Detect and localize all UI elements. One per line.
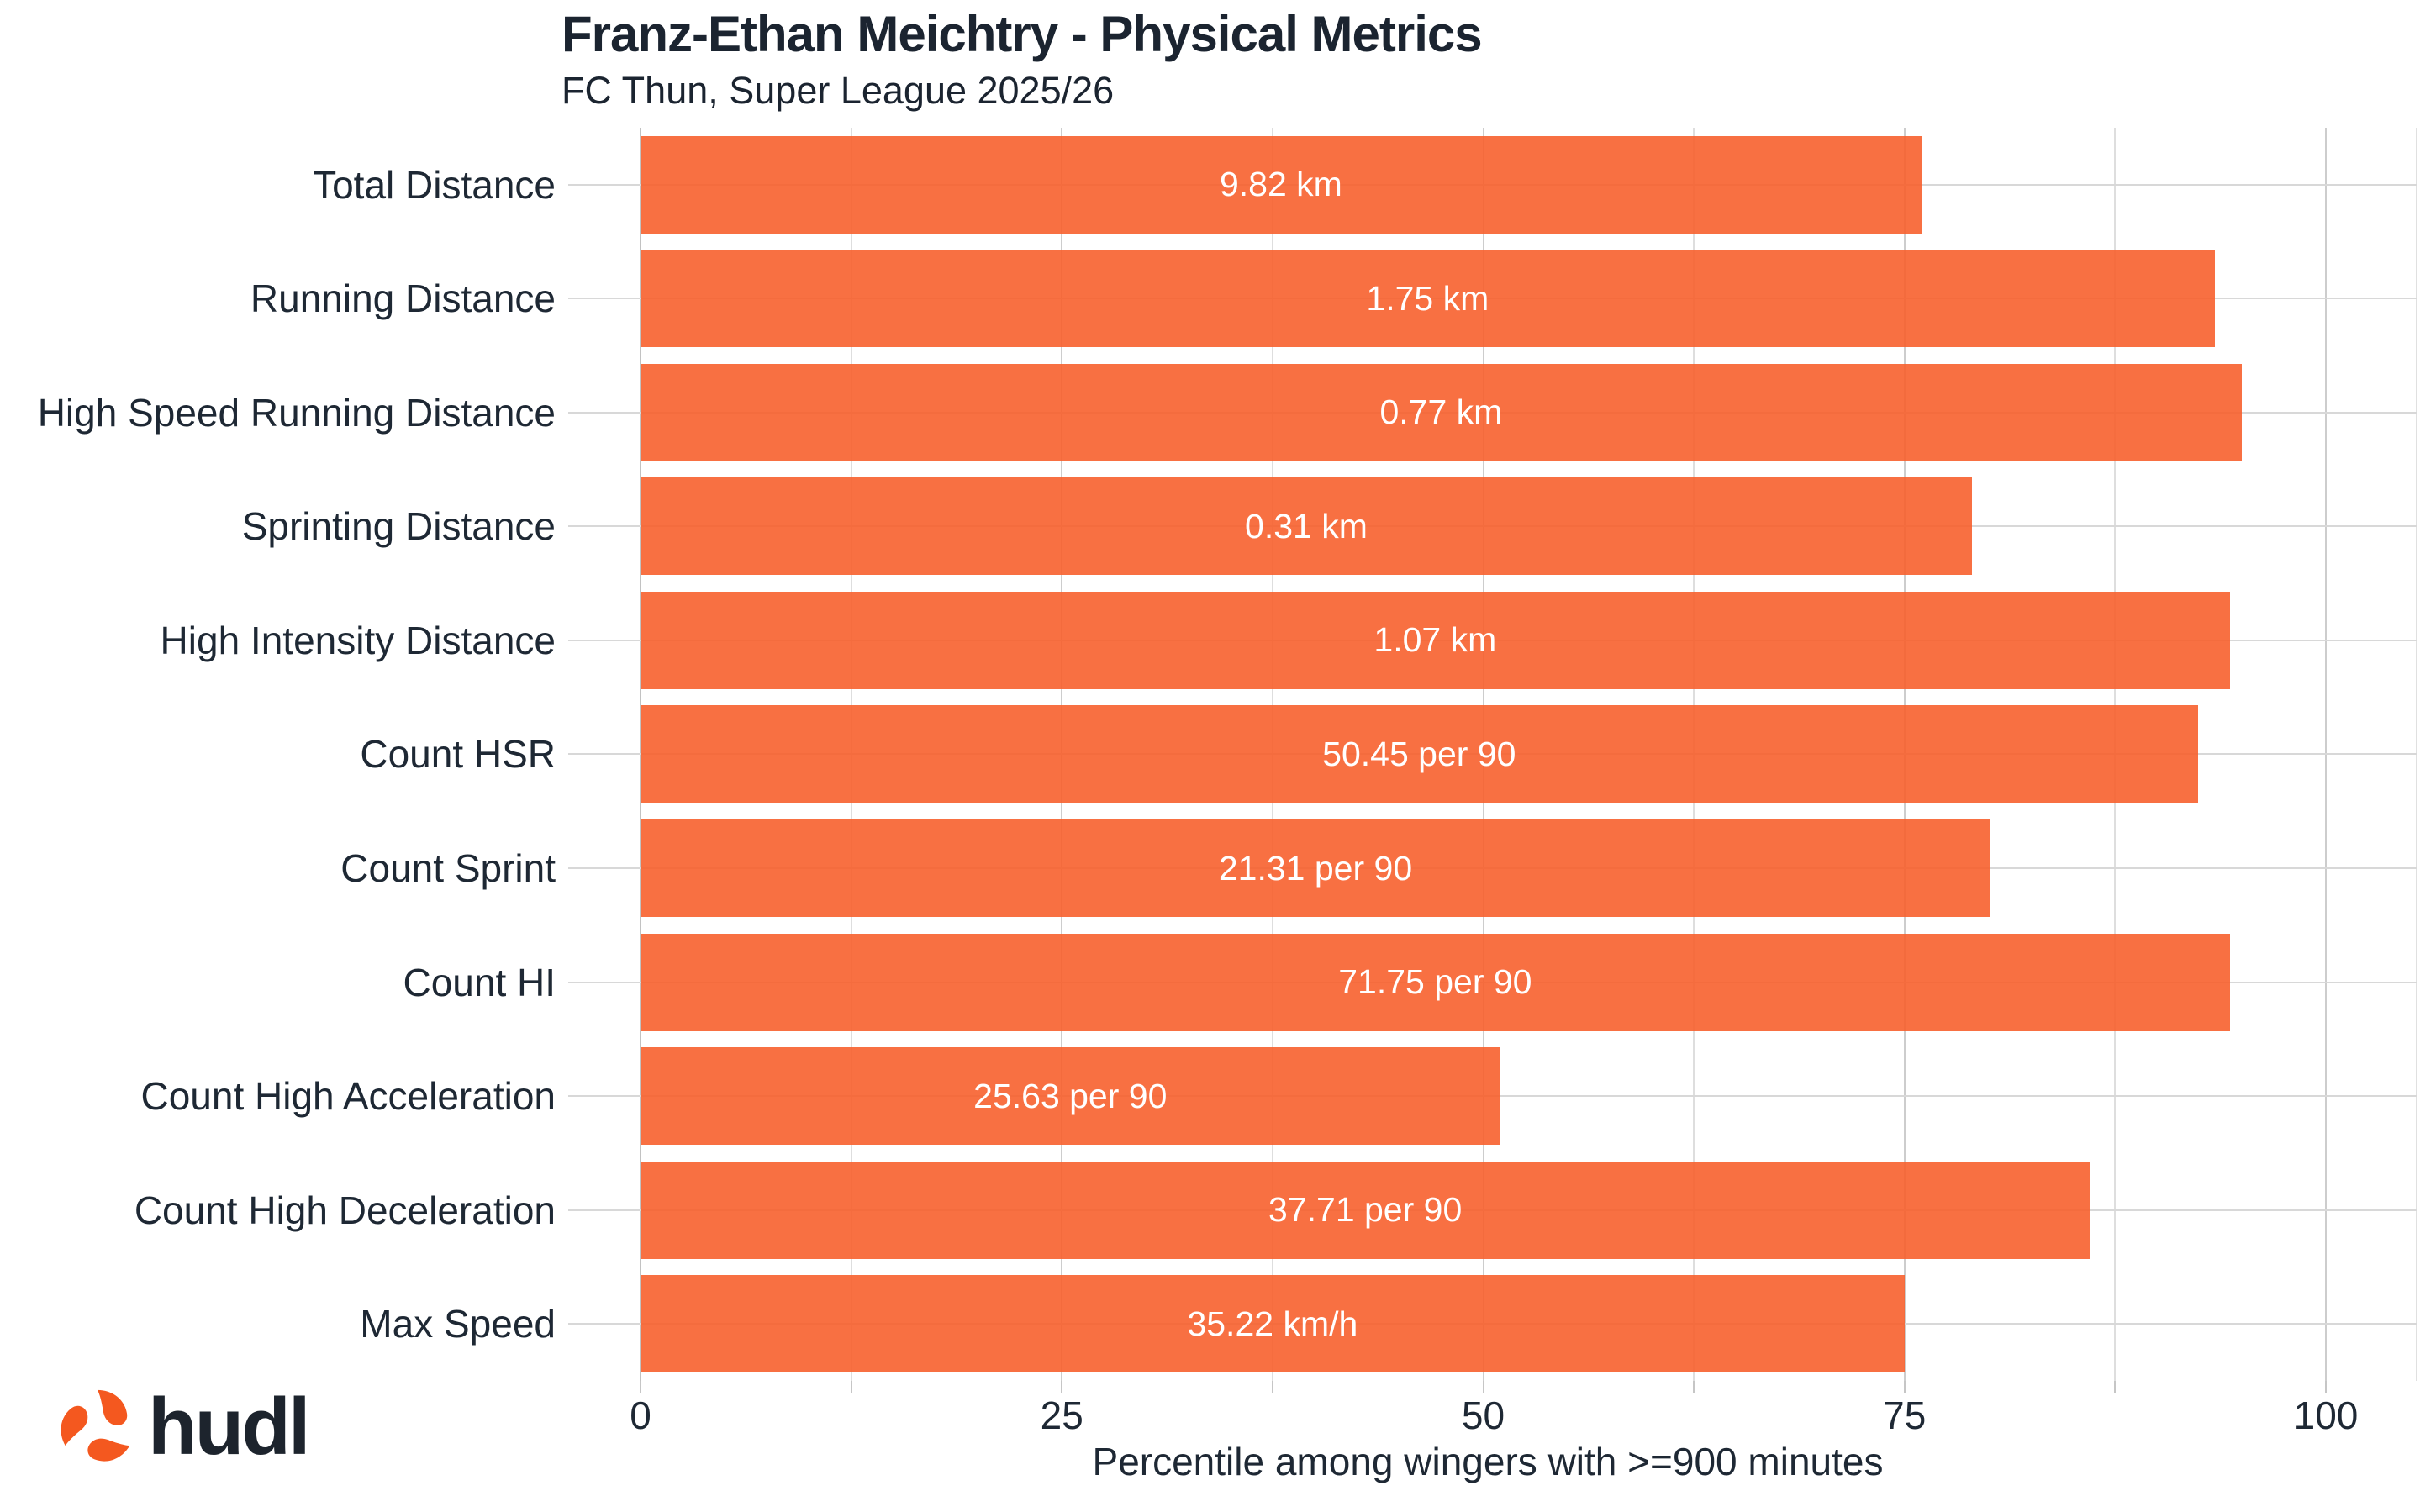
x-axis-title: Percentile among wingers with >=900 minu…	[1092, 1440, 1884, 1483]
bar-value-label: 71.75 per 90	[1338, 962, 1532, 1002]
category-label: Count HSR	[360, 732, 556, 777]
hudl-wordmark: hudl	[148, 1382, 311, 1472]
percentile-bar: 50.45 per 90	[641, 705, 2198, 803]
bar-row: 1.07 km	[568, 583, 2417, 698]
plot-area: 9.82 km 1.75 km 0.77 km 0.31 km 1.07 km 50.45…	[568, 128, 2417, 1381]
axis-tick-label: 0	[630, 1393, 651, 1437]
category-label: Count Sprint	[340, 846, 556, 891]
hudl-logo: hudl	[59, 1382, 311, 1472]
axis-tick	[1482, 1381, 1484, 1393]
percentile-bar: 9.82 km	[641, 135, 1922, 234]
axis-tick-label: 100	[2293, 1393, 2359, 1437]
bar-row: 0.31 km	[568, 470, 2417, 584]
axis-tick-label: 75	[1883, 1393, 1927, 1437]
axis-tick	[1693, 1381, 1695, 1393]
percentile-bar: 0.77 km	[641, 363, 2242, 461]
bar-row: 1.75 km	[568, 242, 2417, 356]
bar-row: 25.63 per 90	[568, 1039, 2417, 1153]
category-label: Running Distance	[250, 277, 556, 321]
bar-value-label: 50.45 per 90	[1322, 734, 1516, 773]
bar-value-label: 9.82 km	[1219, 165, 1342, 204]
axis-tick	[850, 1381, 852, 1393]
category-label: Sprinting Distance	[241, 504, 556, 549]
category-label: Count High Deceleration	[134, 1188, 556, 1232]
category-label: Max Speed	[360, 1302, 556, 1346]
bar-row: 0.77 km	[568, 356, 2417, 470]
axis-tick	[2114, 1381, 2117, 1393]
axis-tick	[1903, 1381, 1906, 1393]
page-subtitle: FC Thun, Super League 2025/26	[562, 69, 1115, 112]
percentile-bar: 71.75 per 90	[641, 933, 2230, 1031]
hudl-swirl-icon	[61, 1389, 130, 1462]
percentile-bar: 37.71 per 90	[641, 1161, 2090, 1259]
bar-value-label: 21.31 per 90	[1218, 848, 1413, 888]
bar-row: 21.31 per 90	[568, 811, 2417, 925]
axis-tick	[1061, 1381, 1063, 1393]
percentile-bar: 35.22 km/h	[641, 1275, 1905, 1373]
axis-tick	[2325, 1381, 2327, 1393]
axis-tick	[1271, 1381, 1273, 1393]
percentile-bar: 1.75 km	[641, 250, 2215, 348]
category-label: High Intensity Distance	[160, 618, 556, 662]
bar-row: 35.22 km/h	[568, 1267, 2417, 1381]
category-label: Count High Acceleration	[140, 1074, 556, 1119]
bar-value-label: 1.75 km	[1366, 278, 1489, 318]
bar-value-label: 0.77 km	[1379, 392, 1503, 432]
percentile-bar: 25.63 per 90	[641, 1047, 1500, 1146]
axis-tick	[640, 1381, 641, 1393]
bar-row: 71.75 per 90	[568, 925, 2417, 1040]
percentile-bar: 0.31 km	[641, 477, 1972, 576]
percentile-bar: 21.31 per 90	[641, 819, 1990, 918]
bar-row: 50.45 per 90	[568, 698, 2417, 812]
category-label: Total Distance	[313, 162, 556, 207]
percentile-bar: 1.07 km	[641, 591, 2230, 689]
page-title: Franz-Ethan Meichtry - Physical Metrics	[562, 6, 1483, 62]
bar-row: 9.82 km	[568, 128, 2417, 242]
bar-value-label: 37.71 per 90	[1268, 1190, 1463, 1230]
bar-value-label: 35.22 km/h	[1187, 1304, 1358, 1343]
bar-value-label: 1.07 km	[1373, 620, 1497, 660]
bar-value-label: 25.63 per 90	[973, 1076, 1168, 1115]
category-label: High Speed Running Distance	[37, 390, 556, 435]
category-label: Count HI	[403, 960, 556, 1004]
axis-tick-label: 25	[1040, 1393, 1083, 1437]
bar-value-label: 0.31 km	[1245, 506, 1368, 545]
bar-row: 37.71 per 90	[568, 1153, 2417, 1267]
axis-tick-label: 50	[1461, 1393, 1505, 1437]
